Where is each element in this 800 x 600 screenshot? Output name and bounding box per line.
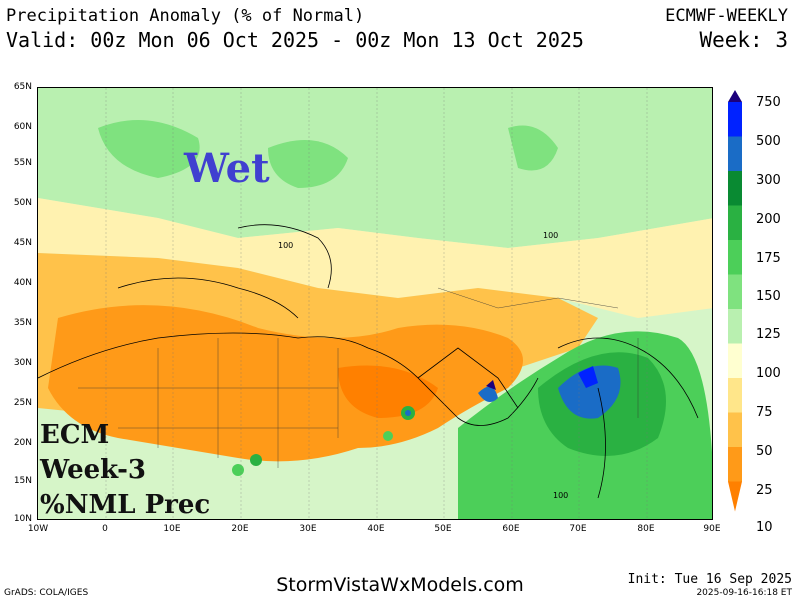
- contour-label: 100: [553, 491, 569, 500]
- colorbar-tick: 175: [756, 251, 781, 266]
- colorbar-segment: [728, 171, 742, 206]
- colorbar-tick: 150: [756, 289, 781, 304]
- contour-label: 100: [278, 241, 294, 250]
- lon-label: 60E: [502, 524, 520, 534]
- lat-label: 30N: [13, 358, 32, 368]
- lat-label: 60N: [13, 122, 32, 132]
- lon-label: 0: [102, 524, 108, 534]
- colorbar-tick: 500: [756, 134, 781, 149]
- overlay-line-ecm: ECM: [40, 420, 110, 450]
- wet-patch: [98, 120, 200, 178]
- very-dry-core: [338, 365, 438, 418]
- lat-label: 65N: [13, 82, 32, 92]
- lat-label: 40N: [13, 278, 32, 288]
- wet-spot: [383, 431, 393, 441]
- map-title: Precipitation Anomaly (% of Normal): [6, 6, 365, 26]
- lon-label: 90E: [703, 524, 721, 534]
- lon-label: 20E: [231, 524, 249, 534]
- colorbar-tick: 25: [756, 483, 773, 498]
- colorbar-segment: [728, 447, 742, 482]
- wet-annotation: Wet: [184, 145, 270, 192]
- lon-label: 10W: [27, 524, 49, 534]
- very-dry-zone: [48, 305, 523, 462]
- grads-credit: GrADS: COLA/IGES: [4, 588, 89, 598]
- colorbar-tick: 300: [756, 173, 781, 188]
- contour-label: 100: [543, 231, 559, 240]
- colorbar-tick: 50: [756, 444, 773, 459]
- overlay-line-week: Week-3: [40, 455, 147, 485]
- lat-label: 35N: [13, 318, 32, 328]
- init-time: Init: Tue 16 Sep 2025: [627, 572, 792, 587]
- near-normal-zone: [38, 198, 712, 318]
- lon-label: 50E: [434, 524, 452, 534]
- colorbar-segment: [728, 309, 742, 344]
- very-wet-zone: [558, 365, 621, 419]
- lat-label: 15N: [13, 476, 32, 486]
- north-wet-zone: [38, 88, 712, 248]
- site-name: StormVistaWxModels.com: [276, 574, 524, 596]
- colorbar-cap-bottom: [728, 481, 742, 512]
- colorbar-segment: [728, 274, 742, 310]
- colorbar: [728, 90, 742, 512]
- extreme-wet-zone: [486, 380, 496, 390]
- colorbar-segment: [728, 102, 742, 137]
- colorbar-cap-top: [728, 90, 742, 102]
- lat-label: 55N: [13, 158, 32, 168]
- lon-label: 30E: [299, 524, 317, 534]
- borders: [78, 287, 639, 468]
- wet-patch: [508, 125, 558, 171]
- colorbar-tick: 75: [756, 405, 773, 420]
- lon-label: 40E: [367, 524, 385, 534]
- wet-spot: [405, 410, 411, 416]
- lat-label: 20N: [13, 438, 32, 448]
- very-wet-zone: [478, 386, 498, 402]
- wet-spot: [232, 464, 244, 476]
- lat-label: 45N: [13, 238, 32, 248]
- colorbar-tick: 100: [756, 366, 781, 381]
- wet-patch: [268, 140, 348, 188]
- extreme-wet-zone: [578, 366, 598, 388]
- lat-label: 10N: [13, 514, 32, 524]
- gridlines: [105, 88, 648, 519]
- lon-label: 70E: [569, 524, 587, 534]
- wet-spot: [250, 454, 262, 466]
- forecast-week: Week: 3: [699, 28, 788, 52]
- colorbar-segment: [728, 378, 742, 413]
- colorbar-segment: [728, 412, 742, 448]
- lat-label: 50N: [13, 198, 32, 208]
- overlay-line-prec: %NML Prec: [40, 490, 211, 520]
- timestamp: 2025-09-16-16:18 ET: [696, 588, 792, 598]
- colorbar-tick: 10: [756, 520, 773, 535]
- lon-label: 80E: [637, 524, 655, 534]
- colorbar-segment: [728, 240, 742, 275]
- lon-label: 10E: [163, 524, 181, 534]
- colorbar-segment: [728, 205, 742, 241]
- precip-anomaly-map: 100 100 100: [37, 87, 713, 520]
- colorbar-segment: [728, 136, 742, 172]
- valid-period: Valid: 00z Mon 06 Oct 2025 - 00z Mon 13 …: [6, 28, 584, 52]
- colorbar-tick: 200: [756, 212, 781, 227]
- colorbar-tick: 750: [756, 95, 781, 110]
- colorbar-segment: [728, 343, 742, 379]
- colorbar-tick: 125: [756, 327, 781, 342]
- model-name: ECMWF-WEEKLY: [665, 6, 788, 26]
- lat-label: 25N: [13, 398, 32, 408]
